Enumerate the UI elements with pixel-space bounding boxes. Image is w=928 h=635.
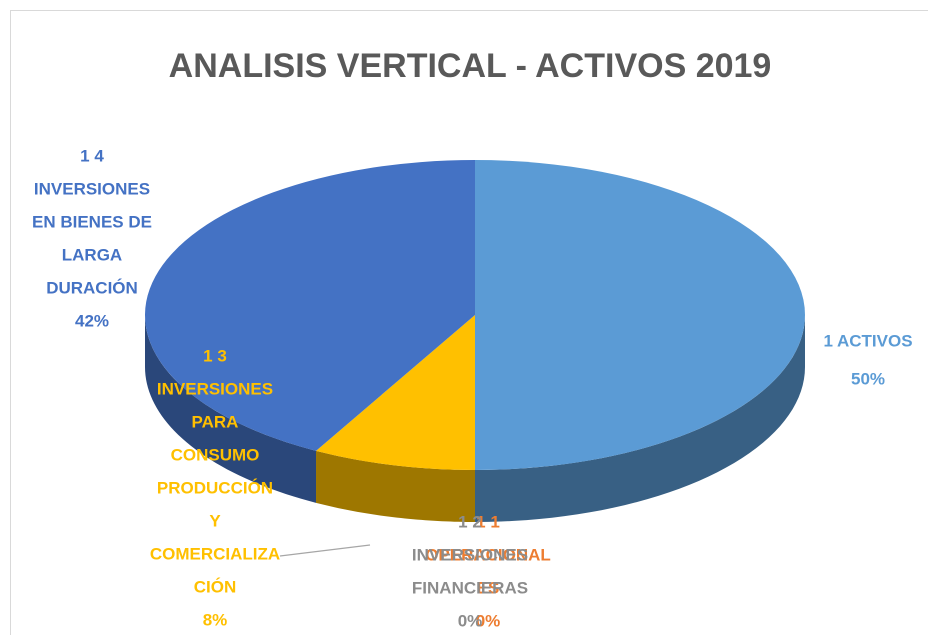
data-label: 1 3: [203, 346, 227, 365]
data-label: 1 ACTIVOS: [823, 331, 912, 350]
data-label: COMERCIALIZA: [150, 544, 280, 563]
data-label: CONSUMO: [171, 445, 260, 464]
data-label: PARA: [192, 412, 239, 431]
pie-slice: [144, 160, 475, 451]
data-label: 1 1: [476, 512, 500, 531]
data-label-value: 0%: [476, 611, 501, 630]
chart-title: ANALISIS VERTICAL - ACTIVOS 2019: [169, 47, 772, 85]
pie-side: [475, 315, 805, 522]
data-label: DURACIÓN: [46, 278, 138, 297]
data-label-value: 0%: [458, 611, 483, 630]
data-label: INVERSIONES: [412, 545, 528, 564]
pie-side: [145, 315, 317, 503]
data-label: ES: [477, 578, 500, 597]
data-label: INVERSIONES: [157, 379, 273, 398]
data-label: CIÓN: [194, 577, 237, 596]
labels: 1 ACTIVOS 50% 1 1 OPERACIONAL ES 0% 1 2 INVERSI…: [32, 146, 913, 630]
data-label: FINANCIERAS: [412, 578, 528, 597]
data-label-value: 50%: [851, 369, 885, 388]
data-label: INVERSIONES: [34, 179, 150, 198]
leader-line: [279, 544, 371, 557]
data-label: 1 2: [458, 512, 482, 531]
pie-slice: [475, 160, 805, 470]
pie-side: [316, 450, 475, 522]
data-label: 1 4: [80, 146, 104, 165]
data-label: LARGA: [62, 245, 122, 264]
data-label-value: 42%: [75, 311, 109, 330]
pie-slice: [316, 315, 475, 470]
data-label: PRODUCCIÓN: [157, 478, 273, 497]
data-label-value: 8%: [203, 610, 228, 629]
data-label: OPERACIONAL: [425, 545, 551, 564]
data-label: EN BIENES DE: [32, 212, 152, 231]
pie: [144, 160, 805, 522]
data-label: Y: [209, 511, 221, 530]
